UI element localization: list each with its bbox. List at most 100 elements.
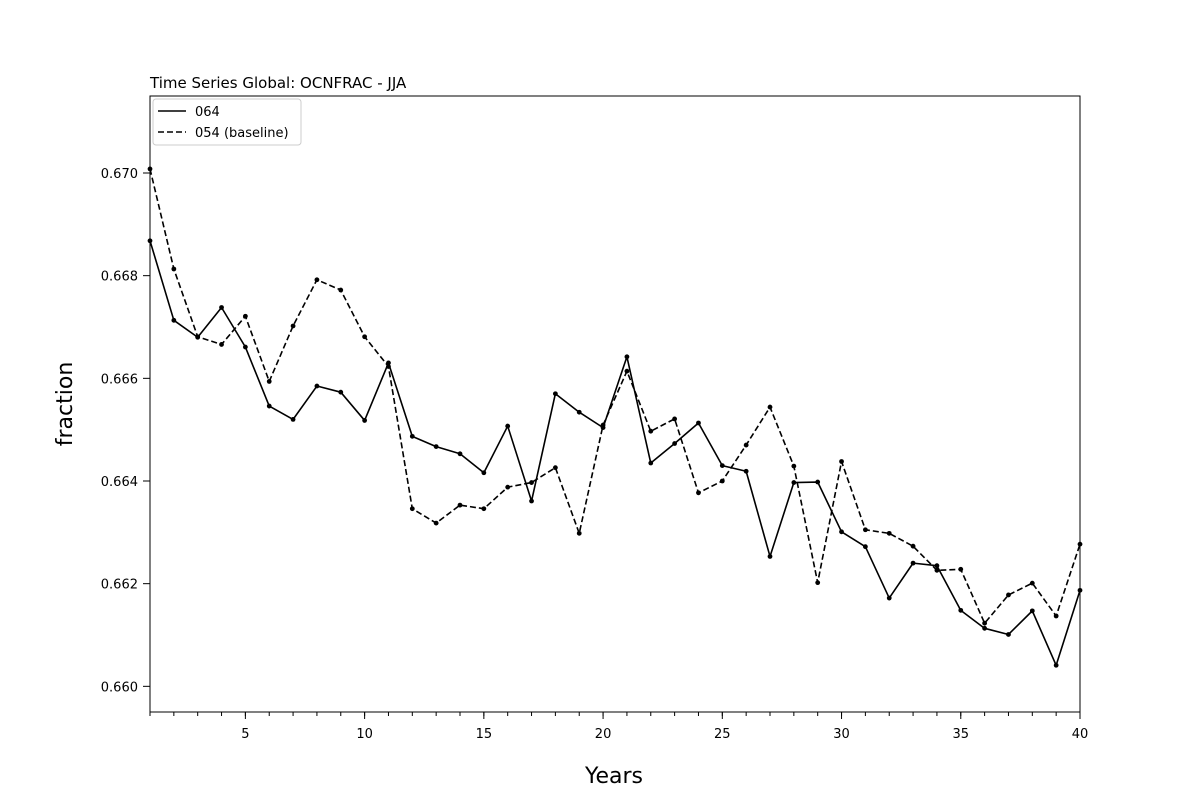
chart-title: Time Series Global: OCNFRAC - JJA [149, 74, 407, 92]
data-point-054-baseline [481, 506, 487, 512]
data-point-064 [529, 498, 534, 504]
data-point-054-baseline [1029, 580, 1035, 586]
data-point-054-baseline [505, 484, 511, 490]
data-point-054-baseline [290, 323, 296, 329]
data-point-064 [743, 468, 749, 474]
data-point-064 [171, 317, 177, 323]
data-point-054-baseline [839, 459, 844, 464]
data-point-064 [242, 344, 248, 350]
series-054-baseline [147, 166, 1083, 626]
data-point-054-baseline [266, 379, 272, 384]
series-layer [147, 166, 1083, 668]
data-point-054-baseline [314, 277, 320, 283]
data-point-064 [648, 460, 654, 466]
x-tick-label: 25 [714, 727, 731, 742]
data-point-054-baseline [886, 530, 892, 536]
data-point-054-baseline [1053, 613, 1059, 619]
data-point-064 [839, 529, 844, 535]
data-point-064 [338, 389, 344, 395]
data-point-064 [958, 607, 964, 613]
data-point-054-baseline [457, 502, 463, 508]
series-line-054-baseline [149, 168, 1081, 624]
data-point-064 [219, 305, 224, 310]
x-tick-label: 15 [476, 727, 493, 742]
data-point-064 [1053, 662, 1059, 668]
data-point-064 [719, 463, 725, 468]
x-tick-label: 20 [595, 727, 612, 742]
data-point-064 [767, 554, 773, 559]
series-064 [147, 238, 1083, 668]
data-point-054-baseline [696, 490, 701, 496]
y-tick-label: 0.662 [101, 578, 138, 593]
data-point-054-baseline [409, 506, 415, 512]
data-point-054-baseline [171, 266, 177, 272]
y-tick-label: 0.668 [101, 270, 138, 285]
data-point-054-baseline [338, 287, 344, 293]
y-tick-label: 0.664 [101, 475, 138, 490]
data-point-064 [290, 417, 296, 422]
data-point-054-baseline [743, 442, 749, 448]
data-point-064 [433, 444, 439, 450]
data-point-064 [862, 544, 868, 550]
x-tick-label: 5 [241, 727, 249, 742]
data-point-064 [1077, 587, 1083, 593]
data-point-064 [409, 433, 415, 439]
data-point-064 [982, 625, 988, 631]
data-point-054-baseline [958, 566, 964, 572]
data-point-054-baseline [529, 480, 534, 485]
data-point-054-baseline [719, 478, 725, 484]
data-point-064 [147, 238, 153, 244]
x-tick-label: 40 [1072, 727, 1089, 742]
data-point-064 [266, 403, 272, 409]
data-point-054-baseline [982, 620, 988, 626]
data-point-054-baseline [1077, 541, 1083, 547]
data-point-064 [934, 563, 940, 569]
data-point-064 [624, 354, 630, 360]
data-point-054-baseline [648, 428, 654, 434]
data-point-054-baseline [862, 527, 868, 533]
data-point-064 [910, 560, 916, 566]
y-axis: 0.660 0.662 0.664 0.666 0.668 0.670 [101, 167, 150, 695]
series-line-064 [149, 240, 1081, 667]
data-point-064 [481, 470, 487, 476]
data-point-064 [314, 383, 320, 389]
data-point-064 [552, 391, 558, 397]
data-point-054-baseline [242, 313, 248, 319]
x-tick-label: 35 [952, 727, 969, 742]
data-point-064 [791, 480, 797, 485]
data-point-054-baseline [576, 530, 582, 536]
data-point-054-baseline [433, 520, 439, 526]
data-point-054-baseline [815, 580, 821, 586]
data-point-054-baseline [552, 465, 558, 471]
legend-box [152, 98, 302, 146]
data-point-054-baseline [767, 404, 773, 410]
y-axis-label: fraction [53, 362, 78, 447]
data-point-064 [457, 451, 463, 457]
legend: 064 054 (baseline) [152, 98, 302, 146]
data-point-054-baseline [362, 334, 368, 340]
x-axis: 5 10 15 20 25 30 35 40 [149, 712, 1089, 742]
x-tick-label: 10 [356, 727, 373, 742]
data-point-064 [362, 418, 368, 423]
data-point-064 [672, 441, 678, 446]
data-point-064 [1006, 632, 1011, 637]
data-point-054-baseline [624, 368, 630, 374]
x-axis-label: Years [584, 764, 643, 789]
y-tick-label: 0.666 [101, 372, 138, 387]
data-point-054-baseline [195, 334, 201, 340]
legend-label-064: 064 [195, 105, 220, 120]
data-point-054-baseline [219, 342, 224, 347]
legend-label-054-baseline: 054 (baseline) [195, 126, 289, 141]
data-point-064 [815, 479, 821, 485]
data-point-054-baseline [672, 416, 678, 422]
data-point-054-baseline [910, 543, 916, 549]
data-point-054-baseline [791, 463, 797, 469]
data-point-064 [505, 423, 511, 429]
data-point-064 [886, 595, 892, 601]
y-tick-label: 0.670 [101, 167, 138, 182]
x-tick-label: 30 [833, 727, 850, 742]
data-point-064 [576, 409, 582, 415]
data-point-054-baseline [934, 567, 940, 573]
data-point-064 [1029, 608, 1035, 614]
